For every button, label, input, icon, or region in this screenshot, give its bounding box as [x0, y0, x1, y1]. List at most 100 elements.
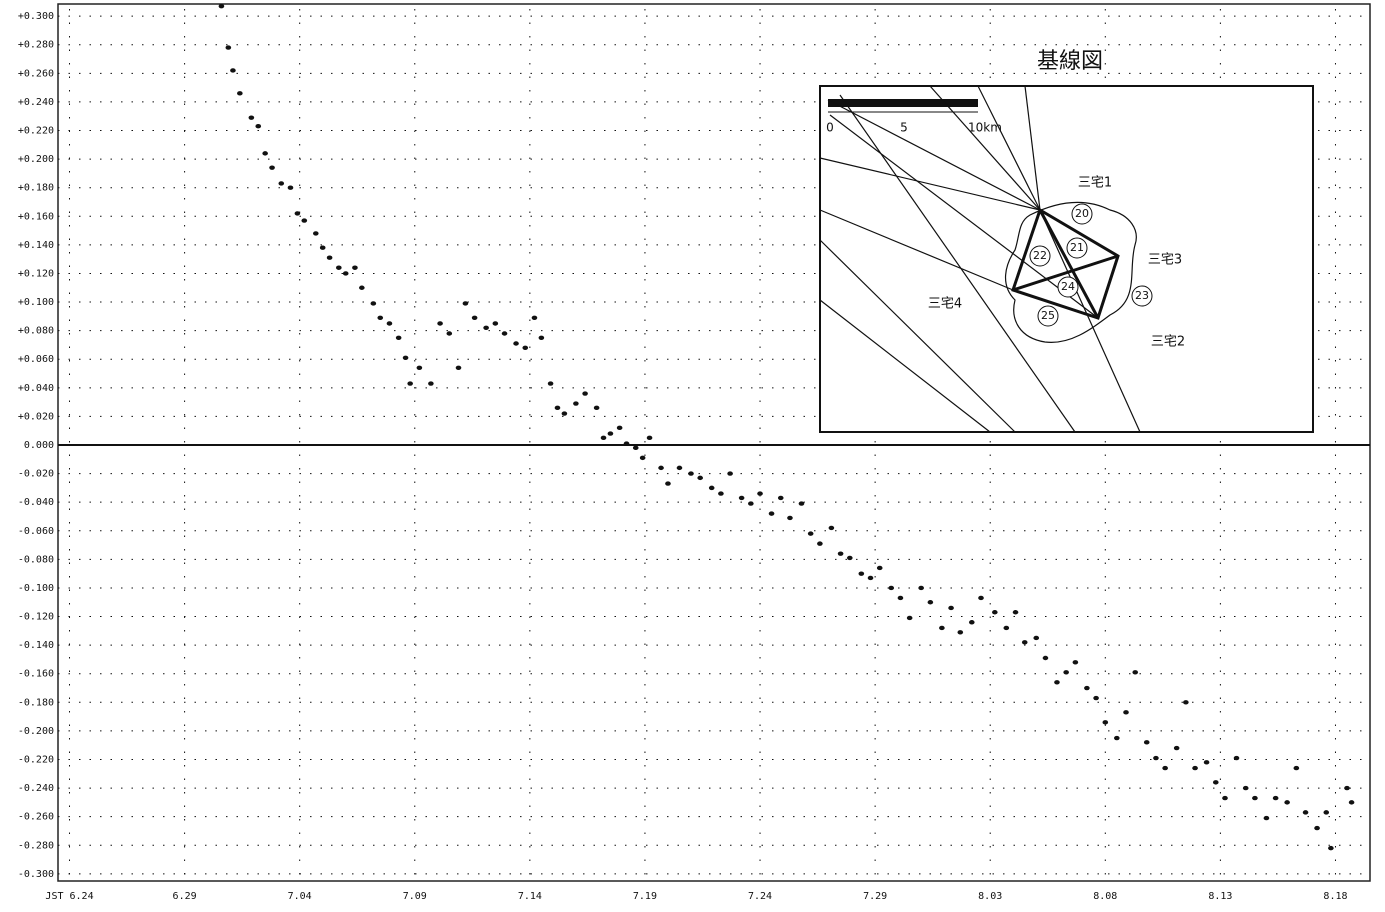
data-point	[748, 501, 754, 506]
data-point	[847, 555, 853, 561]
data-point	[927, 600, 934, 605]
data-point	[230, 68, 236, 73]
data-point	[319, 245, 326, 250]
data-point	[287, 185, 294, 190]
y-tick-label: +0.080	[18, 326, 54, 337]
data-point	[492, 321, 499, 326]
data-point	[1162, 765, 1168, 771]
data-point	[1183, 700, 1189, 705]
x-tick-label: 7.24	[748, 891, 772, 902]
data-point	[757, 491, 763, 496]
data-point	[623, 441, 630, 446]
data-point	[573, 401, 579, 406]
data-point	[1348, 800, 1355, 805]
data-point	[1054, 680, 1060, 685]
data-point	[237, 91, 243, 96]
data-point	[522, 345, 529, 350]
data-point	[658, 465, 664, 471]
data-point	[718, 491, 724, 496]
data-point	[1042, 655, 1049, 661]
data-point	[939, 625, 945, 631]
data-point	[437, 321, 443, 326]
data-point	[1252, 795, 1258, 801]
x-tick-label: JST 6.24	[45, 891, 93, 902]
data-point	[218, 3, 225, 9]
y-tick-label: -0.260	[18, 812, 54, 823]
y-tick-label: +0.240	[18, 97, 54, 108]
y-tick-label: +0.200	[18, 154, 54, 165]
baseline-label: 21	[1070, 241, 1084, 254]
data-point	[837, 551, 844, 556]
data-point	[738, 495, 745, 501]
data-point	[798, 501, 805, 506]
data-point	[483, 325, 489, 330]
data-point	[1323, 810, 1330, 815]
data-point	[1173, 745, 1180, 751]
data-point	[1212, 780, 1219, 785]
data-point	[336, 265, 342, 270]
y-tick-label: +0.060	[18, 354, 54, 365]
data-point	[1328, 845, 1334, 851]
y-tick-label: -0.040	[18, 497, 54, 508]
baseline-markers	[1029, 203, 1153, 327]
x-tick-label: 7.19	[633, 891, 657, 902]
data-point	[607, 431, 614, 436]
data-point	[968, 620, 975, 625]
data-point	[1272, 795, 1279, 801]
data-point	[1233, 755, 1240, 761]
data-point	[255, 124, 262, 129]
data-point	[727, 471, 733, 476]
x-tick-label: 8.08	[1093, 891, 1117, 902]
data-point	[1242, 785, 1249, 791]
data-point	[787, 515, 793, 521]
data-point	[561, 411, 568, 416]
data-point	[1263, 815, 1270, 821]
station-label: 三宅4	[928, 297, 962, 312]
data-point	[1153, 755, 1159, 761]
data-point	[665, 481, 671, 486]
data-point	[817, 541, 823, 546]
data-point	[513, 341, 519, 346]
data-point	[1284, 800, 1290, 805]
data-point	[906, 615, 913, 621]
data-point	[888, 585, 895, 591]
data-point	[428, 381, 434, 386]
y-tick-label: +0.220	[18, 126, 54, 137]
data-point	[1123, 710, 1129, 715]
y-tick-label: +0.180	[18, 183, 54, 194]
x-tick-label: 7.04	[288, 891, 312, 902]
y-tick-label: -0.100	[18, 583, 54, 594]
data-point	[632, 445, 639, 451]
baseline-label: 22	[1033, 249, 1047, 262]
y-tick-label: -0.020	[18, 469, 54, 480]
data-point	[1063, 670, 1069, 675]
y-tick-label: 0.000	[24, 440, 54, 451]
baseline-label: 23	[1135, 289, 1149, 302]
data-point	[582, 391, 588, 396]
data-point	[416, 365, 423, 371]
y-tick-label: -0.220	[18, 754, 54, 765]
data-point	[1293, 765, 1300, 771]
y-tick-label: +0.020	[18, 411, 54, 422]
y-tick-label: +0.140	[18, 240, 54, 251]
data-point	[294, 211, 301, 216]
data-point	[501, 331, 508, 336]
x-tick-label: 8.13	[1208, 891, 1232, 902]
data-point	[708, 485, 715, 491]
data-point	[370, 301, 377, 306]
data-point	[462, 301, 469, 306]
data-point	[446, 331, 453, 336]
y-tick-label: +0.040	[18, 383, 54, 394]
data-point	[312, 231, 319, 236]
data-point	[471, 315, 478, 320]
y-tick-label: -0.080	[18, 554, 54, 565]
inset-title: 基線図	[1037, 49, 1103, 74]
data-point	[639, 455, 646, 461]
data-point	[531, 315, 538, 320]
data-point	[697, 475, 703, 481]
data-point	[402, 355, 409, 360]
data-point	[269, 165, 275, 170]
data-point	[992, 610, 998, 615]
data-point	[1192, 765, 1198, 771]
x-tick-label: 7.29	[863, 891, 887, 902]
